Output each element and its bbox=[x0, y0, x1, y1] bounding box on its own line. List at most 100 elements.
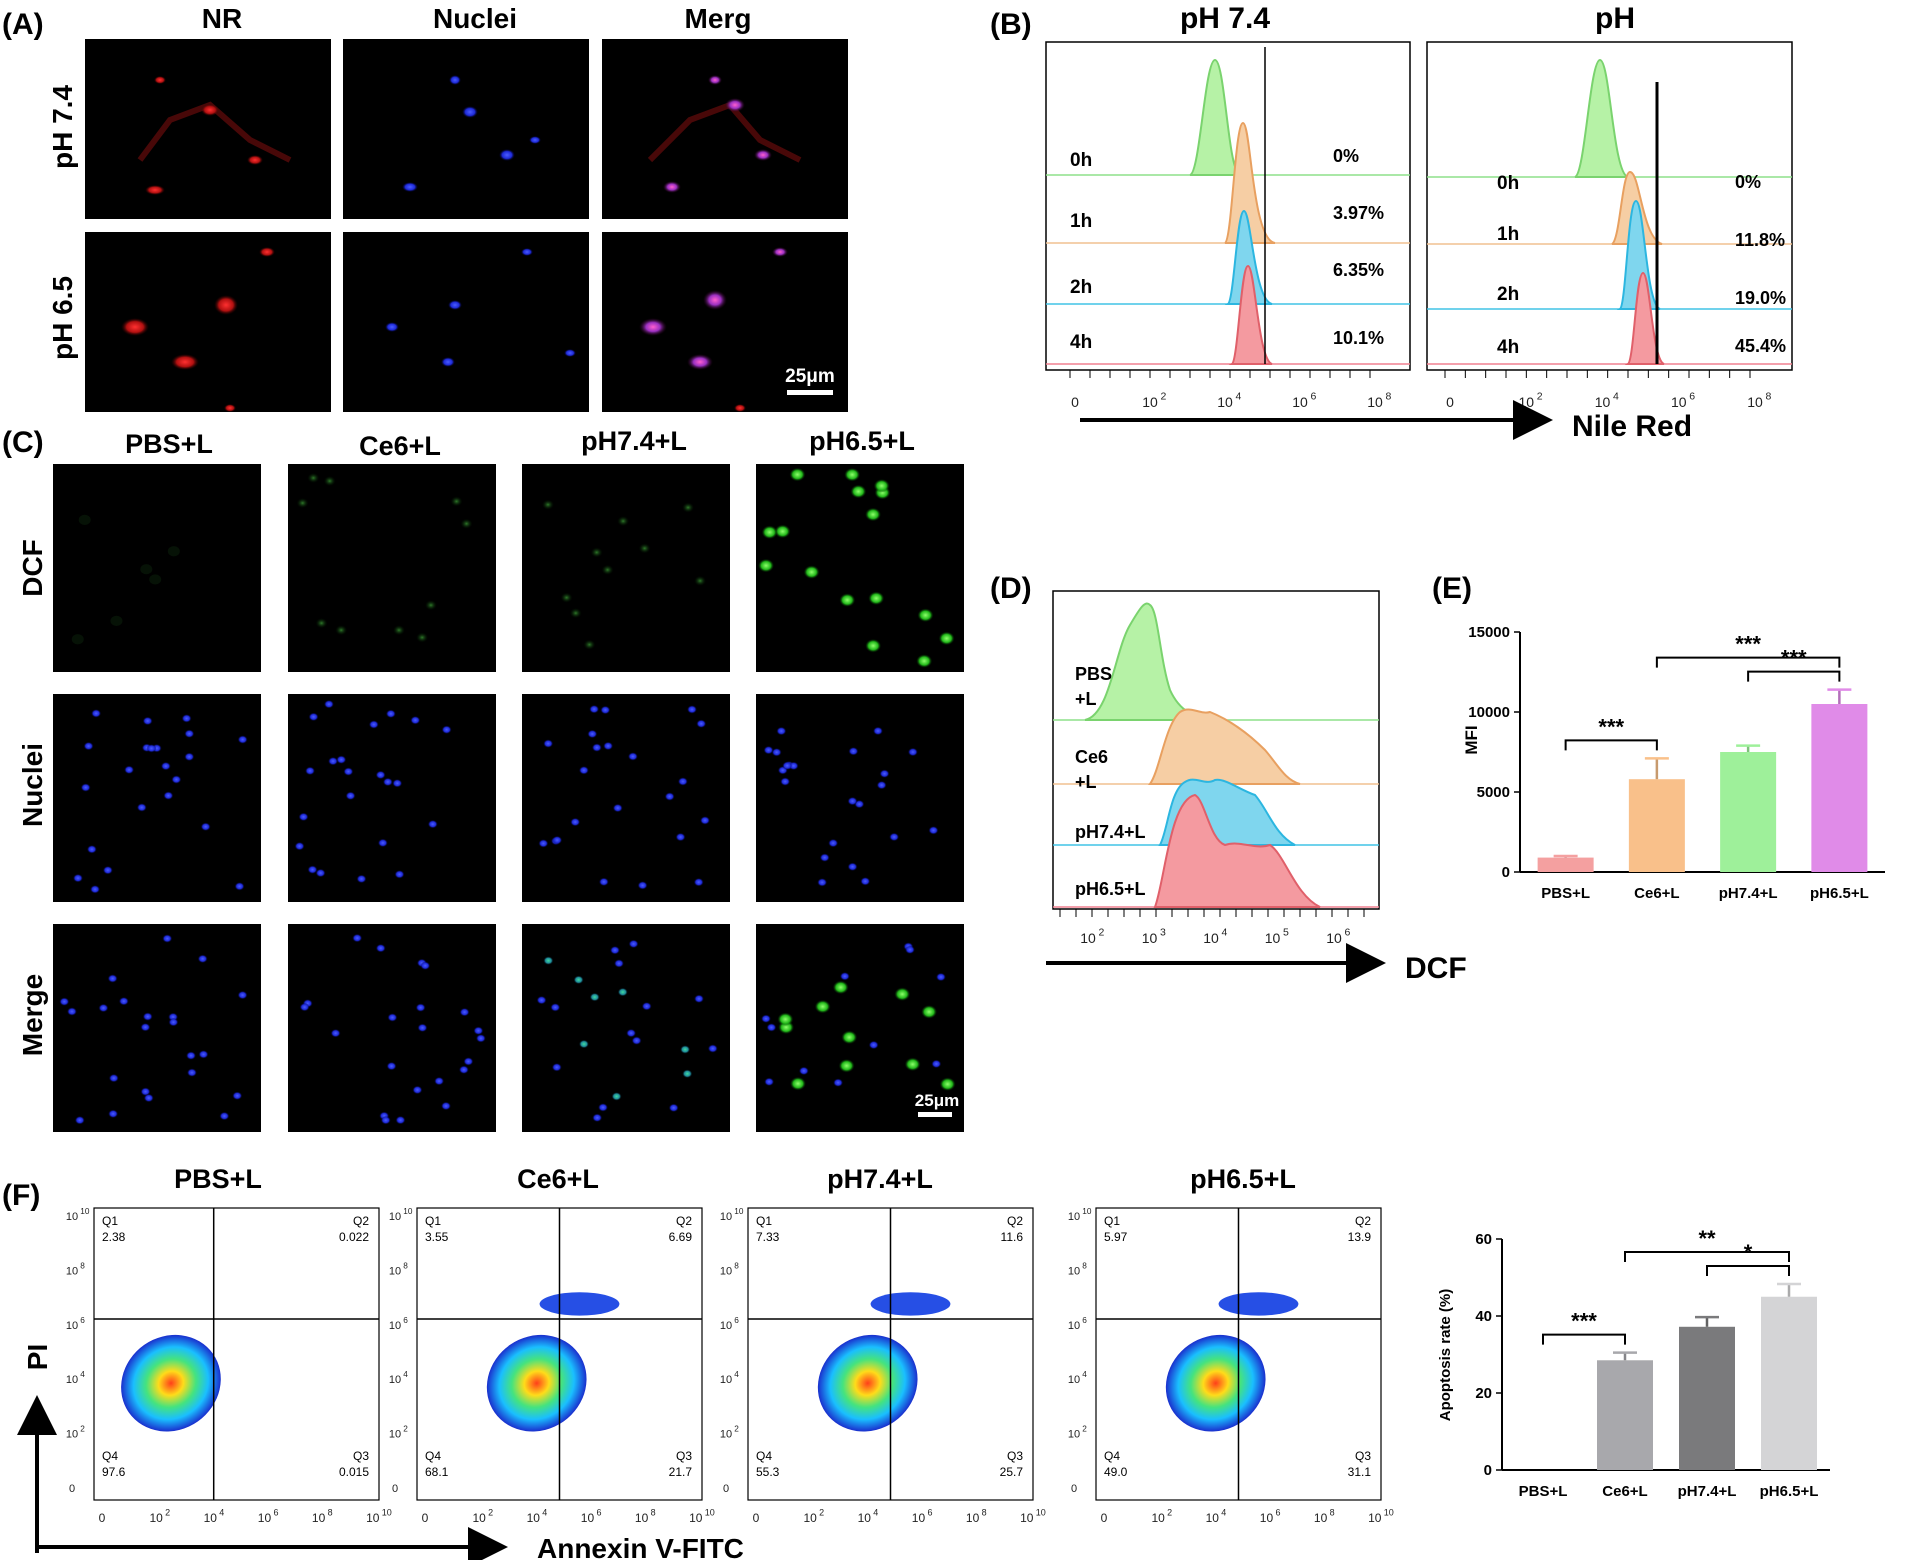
panel-c-cell-r2-c0-19 bbox=[74, 1115, 85, 1125]
panel-c-cell-r1-c3-18 bbox=[848, 746, 859, 756]
panel-f-ytick-0-4-base: 10 bbox=[66, 1265, 78, 1277]
panel-c-cell-r0-c3-4 bbox=[758, 558, 775, 573]
panel-c-cell-r2-c3-13 bbox=[904, 945, 915, 954]
panel-f-ytick-0-5-base: 10 bbox=[66, 1211, 78, 1223]
panel-d-tick-3-exp: 5 bbox=[1283, 926, 1289, 938]
panel-f-xtick-0-5-base: 10 bbox=[366, 1511, 380, 1525]
panel-b-pct-1-right: 11.8% bbox=[1735, 230, 1785, 250]
panel-f-q3-name-3: Q3 bbox=[1355, 1449, 1371, 1463]
panel-c-cell-r2-c2-11 bbox=[668, 1103, 679, 1113]
panel-c-cell-r0-c2-0 bbox=[560, 592, 573, 603]
panel-c-cell-r1-c1-18 bbox=[375, 770, 386, 780]
bTicksL-tick-3: 10 6 bbox=[1292, 390, 1316, 410]
panel-c-cell-r1-c3-0 bbox=[879, 769, 890, 778]
panel-f-ytick-0-5: 10 10 bbox=[66, 1207, 90, 1223]
panel-f-ytick-3-1: 10 2 bbox=[1068, 1425, 1087, 1441]
panel-c-cell-r1-c2-15 bbox=[543, 739, 554, 748]
panel-c-cell-r2-c3-18 bbox=[921, 1005, 938, 1019]
panel-c-scale-bar bbox=[918, 1112, 952, 1117]
panel-c-cell-r1-c2-0 bbox=[589, 704, 600, 714]
panel-f-q2-name-3: Q2 bbox=[1355, 1214, 1371, 1228]
panel-f-xtick-2-2-base: 10 bbox=[858, 1511, 872, 1525]
panel-c-cell-r0-c3-13 bbox=[865, 638, 882, 653]
panel-f-xtick-1-4-exp: 8 bbox=[651, 1507, 656, 1517]
panel-c-cell-r1-c3-14 bbox=[819, 853, 830, 862]
panel-a-col-nuclei: Nuclei bbox=[433, 3, 517, 34]
panel-e-xlabel-1: Ce6+L bbox=[1634, 885, 1679, 902]
panel-c-cell-r2-c3-3 bbox=[798, 1066, 809, 1076]
panel-c-cell-r0-c2-7 bbox=[541, 499, 554, 510]
panel-c-cell-r1-c3-16 bbox=[928, 826, 939, 835]
panel-c-image-r2-c0 bbox=[53, 924, 261, 1132]
panel-e: (E) MFI 0 5000 10000 15000 PBS+L Ce6+L pH7.4+L… bbox=[1432, 572, 1885, 902]
panel-f-ytick-2-4-base: 10 bbox=[720, 1265, 732, 1277]
panel-d-tick-1-base: 10 bbox=[1142, 930, 1158, 946]
panel-c-image-bg-r0-c2 bbox=[522, 464, 730, 672]
panel-c-col-ce6: Ce6+L bbox=[359, 431, 441, 461]
panel-c-image-r0-c3 bbox=[756, 464, 964, 672]
panel-f-apoptosis-bar-1 bbox=[1597, 1360, 1653, 1470]
panel-c-image-r1-c3 bbox=[756, 694, 964, 902]
panel-f-xtick-0-1-base: 10 bbox=[149, 1511, 163, 1525]
panel-f-xtick-0-3: 10 6 bbox=[258, 1507, 279, 1525]
panel-f-q3-name-0: Q3 bbox=[353, 1449, 369, 1463]
panel-f-xtick-3-2-base: 10 bbox=[1206, 1511, 1220, 1525]
panel-c-cell-r1-c2-14 bbox=[677, 777, 688, 786]
panel-f-ytick-1-2: 10 4 bbox=[389, 1370, 408, 1386]
panel-f-title-ce6: Ce6+L bbox=[517, 1164, 599, 1194]
panel-f-ytick-0-1-base: 10 bbox=[66, 1429, 78, 1441]
panel-c-cell-r2-c3-15 bbox=[935, 972, 946, 982]
panel-c-cell-r2-c3-17 bbox=[931, 1059, 942, 1069]
panel-c-cell-r2-c2-5 bbox=[550, 1003, 561, 1012]
panel-c-col-ph65: pH6.5+L bbox=[809, 426, 915, 456]
panel-c-cell-r2-c2-6 bbox=[682, 1069, 693, 1078]
panel-f-xtick-3-0-base: 0 bbox=[1101, 1511, 1108, 1525]
panel-c-cell-r1-c3-1 bbox=[817, 878, 828, 887]
panel-c-cell-r1-c2-2 bbox=[612, 803, 623, 813]
panel-c-row-merge: Merge bbox=[17, 974, 48, 1056]
panel-e-ytick-label-3: 15000 bbox=[1468, 624, 1510, 641]
panel-f-density-3 bbox=[1165, 1334, 1266, 1432]
panel-f-xtick-0-3-exp: 6 bbox=[273, 1507, 278, 1517]
panel-c-cell-r1-c0-2 bbox=[184, 729, 195, 738]
panel-f-ytick-0-2: 10 4 bbox=[66, 1370, 85, 1386]
panel-f-ytick-3-0: 0 bbox=[1071, 1483, 1077, 1495]
panel-f-ytick-2-0: 0 bbox=[723, 1483, 729, 1495]
panel-f-ytick-0-2-exp: 4 bbox=[80, 1370, 85, 1379]
panel-a-image-nr-ph65 bbox=[85, 232, 331, 412]
panel-f-xtick-3-4-base: 10 bbox=[1314, 1511, 1328, 1525]
panel-f-q3-name-1: Q3 bbox=[676, 1449, 692, 1463]
panel-c-cell-r1-c2-8 bbox=[627, 752, 638, 761]
panel-c-cell-r1-c2-3 bbox=[696, 719, 707, 728]
panel-f-xtick-0-4: 10 8 bbox=[312, 1507, 333, 1525]
panel-c-cell-r2-c1-17 bbox=[420, 961, 431, 970]
panel-c-cell-r2-c3-6 bbox=[832, 980, 849, 995]
panel-f-xtick-0-4-base: 10 bbox=[312, 1511, 326, 1525]
panel-c-cell-r2-c0-16 bbox=[108, 1109, 119, 1119]
panel-c-cell-r2-c2-15 bbox=[573, 975, 584, 985]
bTicksL-tick-4: 10 8 bbox=[1367, 390, 1391, 410]
panel-c-cell-r0-c1-0 bbox=[315, 618, 328, 629]
panel-a-col-merg: Merg bbox=[685, 3, 752, 34]
panel-c-cell-r2-c1-19 bbox=[352, 933, 363, 943]
bTicksL-tick-0: 0 bbox=[1071, 394, 1079, 410]
panel-f-ytick-1-0-base: 0 bbox=[392, 1483, 398, 1495]
panel-f-ytick-0-1-exp: 2 bbox=[80, 1425, 85, 1434]
panel-f-q3-name-2: Q3 bbox=[1007, 1449, 1023, 1463]
panel-c-cell-r1-c0-5 bbox=[234, 882, 245, 891]
panel-c-cell-r2-c1-21 bbox=[299, 1002, 310, 1012]
panel-c-image-bg-r0-c3 bbox=[756, 464, 964, 672]
panel-c-cell-r2-c3-7 bbox=[761, 1014, 772, 1023]
panel-c-col-ph74: pH7.4+L bbox=[581, 426, 687, 456]
panel-c-cell-r1-c1-7 bbox=[368, 720, 379, 729]
panel-e-sig-bracket-2 bbox=[1655, 656, 1841, 668]
panel-c-cell-r2-c1-4 bbox=[386, 1061, 397, 1071]
panel-f-xtick-1-0-base: 0 bbox=[422, 1511, 429, 1525]
panel-e-sig-label-2: *** bbox=[1735, 632, 1761, 657]
panel-f-ytick-2-5: 10 10 bbox=[720, 1207, 744, 1223]
panel-f-xtick-2-4: 10 8 bbox=[966, 1507, 987, 1525]
panel-c-cell-r2-c3-20 bbox=[789, 1076, 806, 1091]
panel-b-pct-3-right: 45.4% bbox=[1735, 336, 1786, 356]
panel-f-apoptosis-ytick-label-1: 20 bbox=[1475, 1385, 1492, 1402]
